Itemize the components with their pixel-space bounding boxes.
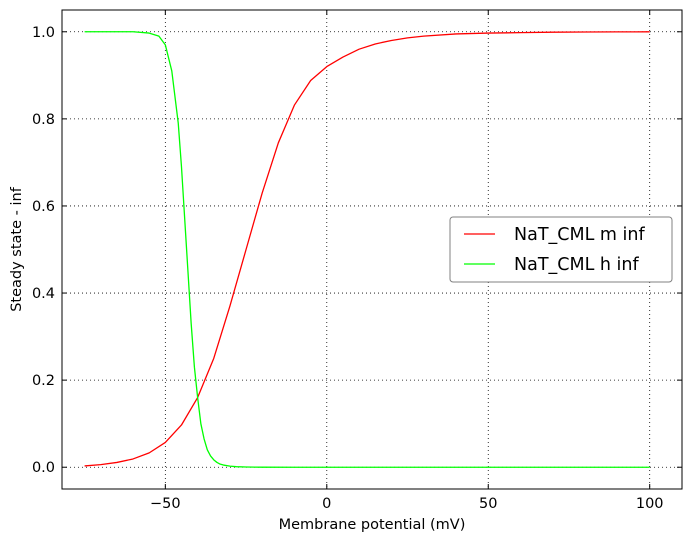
plot-series [84, 31, 650, 468]
x-tick-label: 100 [636, 496, 664, 512]
y-tick-label: 0.2 [32, 373, 55, 389]
x-tick-label: 50 [479, 496, 497, 512]
series-line-m-inf [84, 31, 650, 467]
y-tick-label: 1.0 [32, 25, 55, 41]
plot-frame [61, 9, 683, 490]
x-tick-label: −50 [150, 496, 181, 512]
y-tick-label: 0.8 [32, 112, 55, 128]
y-tick-label: 0.0 [32, 460, 55, 476]
legend: NaT_CML m inf NaT_CML h inf [449, 216, 673, 283]
legend-label-h-inf: NaT_CML h inf [514, 255, 639, 275]
axis-ticks: −50 0 50 100 0.0 0.2 0.4 0.6 0.8 1.0 [32, 10, 682, 512]
y-tick-label: 0.6 [32, 199, 55, 215]
y-tick-label: 0.4 [32, 286, 55, 302]
legend-label-m-inf: NaT_CML m inf [514, 225, 645, 245]
x-axis-title: Membrane potential (mV) [279, 517, 466, 533]
x-tick-label: 0 [322, 496, 331, 512]
y-axis-title: Steady state - inf [9, 186, 25, 311]
series-line-h-inf [84, 31, 650, 468]
legend-box [449, 216, 673, 283]
